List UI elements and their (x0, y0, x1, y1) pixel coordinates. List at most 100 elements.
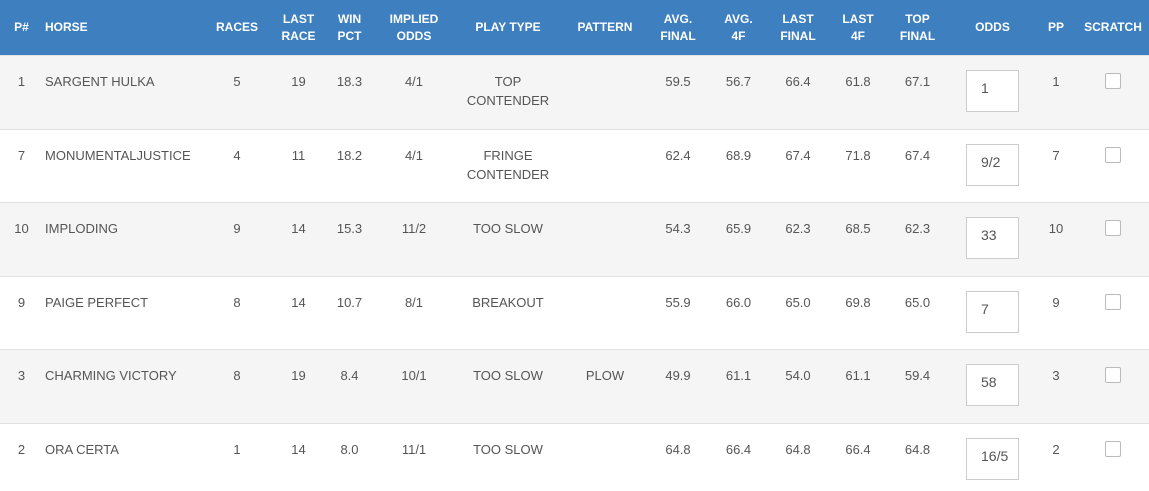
header-row: P# HORSE RACES LAST RACE WIN PCT IMPLIED… (0, 0, 1149, 56)
cell-races: 4 (198, 128, 276, 203)
cell-win-pct: 15.3 (321, 202, 378, 276)
cell-scratch (1077, 275, 1149, 350)
cell-last-4f: 69.8 (831, 275, 885, 350)
col-header-pattern[interactable]: PATTERN (566, 0, 644, 56)
scratch-checkbox[interactable] (1105, 146, 1121, 163)
cell-avg-final: 59.5 (644, 55, 712, 129)
cell-play-type: TOO SLOW (450, 202, 566, 276)
cell-pp: 10 (1035, 202, 1077, 276)
cell-avg-final: 49.9 (644, 349, 712, 423)
col-header-play-type[interactable]: PLAY TYPE (450, 0, 566, 56)
col-header-win-pct[interactable]: WIN PCT (321, 0, 378, 56)
cell-play-type: BREAKOUT (450, 275, 566, 350)
cell-last-final: 54.0 (765, 349, 831, 423)
cell-num: 7 (0, 128, 43, 203)
cell-last-4f: 61.8 (831, 55, 885, 129)
cell-last-race: 19 (276, 349, 321, 423)
cell-top-final: 62.3 (885, 202, 950, 276)
cell-implied-odds: 4/1 (378, 128, 450, 203)
cell-avg-4f: 61.1 (712, 349, 765, 423)
cell-scratch (1077, 202, 1149, 276)
cell-pattern (566, 128, 644, 203)
scratch-checkbox[interactable] (1105, 367, 1121, 383)
col-header-odds[interactable]: ODDS (950, 0, 1035, 56)
cell-scratch (1077, 422, 1149, 491)
cell-pp: 1 (1035, 55, 1077, 129)
cell-avg-final: 55.9 (644, 275, 712, 350)
cell-horse: PAIGE PERFECT (43, 275, 198, 350)
odds-input[interactable]: 1 (966, 70, 1019, 112)
cell-last-race: 14 (276, 275, 321, 350)
col-header-races[interactable]: RACES (198, 0, 276, 56)
cell-top-final: 59.4 (885, 349, 950, 423)
odds-input[interactable]: 16/5 (966, 437, 1019, 480)
cell-races: 5 (198, 55, 276, 129)
cell-pattern (566, 55, 644, 129)
cell-last-final: 64.8 (765, 422, 831, 491)
col-header-last-4f[interactable]: LAST 4F (831, 0, 885, 56)
cell-avg-final: 54.3 (644, 202, 712, 276)
col-header-horse[interactable]: HORSE (43, 0, 198, 56)
cell-play-type: TOO SLOW (450, 349, 566, 423)
odds-input[interactable]: 7 (966, 290, 1019, 333)
col-header-implied-odds[interactable]: IMPLIED ODDS (378, 0, 450, 56)
cell-avg-4f: 68.9 (712, 128, 765, 203)
cell-pattern (566, 202, 644, 276)
cell-races: 8 (198, 349, 276, 423)
scratch-checkbox[interactable] (1105, 440, 1121, 457)
table-row: 10 IMPLODING 9 14 15.3 11/2 TOO SLOW 54.… (0, 202, 1149, 276)
cell-last-race: 19 (276, 55, 321, 129)
cell-pattern (566, 422, 644, 491)
cell-win-pct: 8.4 (321, 349, 378, 423)
cell-last-final: 66.4 (765, 55, 831, 129)
cell-odds: 33 (950, 202, 1035, 276)
cell-last-4f: 66.4 (831, 422, 885, 491)
cell-odds: 1 (950, 55, 1035, 129)
scratch-checkbox[interactable] (1105, 293, 1121, 310)
col-header-pp[interactable]: PP (1035, 0, 1077, 56)
col-header-num[interactable]: P# (0, 0, 43, 56)
table-row: 9 PAIGE PERFECT 8 14 10.7 8/1 BREAKOUT 5… (0, 275, 1149, 350)
cell-races: 9 (198, 202, 276, 276)
cell-pp: 3 (1035, 349, 1077, 423)
cell-top-final: 64.8 (885, 422, 950, 491)
cell-win-pct: 18.3 (321, 55, 378, 129)
cell-last-final: 65.0 (765, 275, 831, 350)
col-header-avg-4f[interactable]: AVG. 4F (712, 0, 765, 56)
table-body: 1 SARGENT HULKA 5 19 18.3 4/1 TOP CONTEN… (0, 55, 1149, 491)
odds-input[interactable]: 58 (966, 364, 1019, 406)
cell-horse: SARGENT HULKA (43, 55, 198, 129)
cell-win-pct: 18.2 (321, 128, 378, 203)
cell-implied-odds: 8/1 (378, 275, 450, 350)
cell-num: 3 (0, 349, 43, 423)
cell-pattern: PLOW (566, 349, 644, 423)
cell-top-final: 67.4 (885, 128, 950, 203)
table-row: 2 ORA CERTA 1 14 8.0 11/1 TOO SLOW 64.8 … (0, 422, 1149, 491)
cell-races: 8 (198, 275, 276, 350)
cell-odds: 7 (950, 275, 1035, 350)
cell-horse: ORA CERTA (43, 422, 198, 491)
cell-play-type: TOP CONTENDER (450, 55, 566, 129)
cell-implied-odds: 4/1 (378, 55, 450, 129)
cell-last-race: 11 (276, 128, 321, 203)
col-header-last-final[interactable]: LAST FINAL (765, 0, 831, 56)
col-header-avg-final[interactable]: AVG. FINAL (644, 0, 712, 56)
cell-avg-4f: 65.9 (712, 202, 765, 276)
cell-scratch (1077, 55, 1149, 129)
cell-horse: CHARMING VICTORY (43, 349, 198, 423)
col-header-scratch[interactable]: SCRATCH (1077, 0, 1149, 56)
odds-input[interactable]: 33 (966, 217, 1019, 259)
col-header-last-race[interactable]: LAST RACE (276, 0, 321, 56)
cell-top-final: 67.1 (885, 55, 950, 129)
odds-input[interactable]: 9/2 (966, 143, 1019, 186)
cell-play-type: TOO SLOW (450, 422, 566, 491)
col-header-top-final[interactable]: TOP FINAL (885, 0, 950, 56)
cell-num: 1 (0, 55, 43, 129)
cell-horse: IMPLODING (43, 202, 198, 276)
scratch-checkbox[interactable] (1105, 73, 1121, 89)
cell-avg-final: 64.8 (644, 422, 712, 491)
scratch-checkbox[interactable] (1105, 220, 1121, 236)
cell-pp: 2 (1035, 422, 1077, 491)
cell-win-pct: 10.7 (321, 275, 378, 350)
